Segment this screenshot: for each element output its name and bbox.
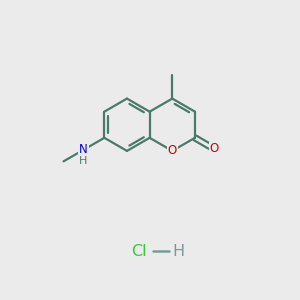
- Text: O: O: [210, 142, 219, 155]
- Text: N: N: [79, 143, 88, 156]
- Text: H: H: [79, 156, 88, 166]
- Text: O: O: [168, 144, 177, 158]
- Text: Cl: Cl: [131, 244, 147, 259]
- Text: H: H: [172, 244, 184, 259]
